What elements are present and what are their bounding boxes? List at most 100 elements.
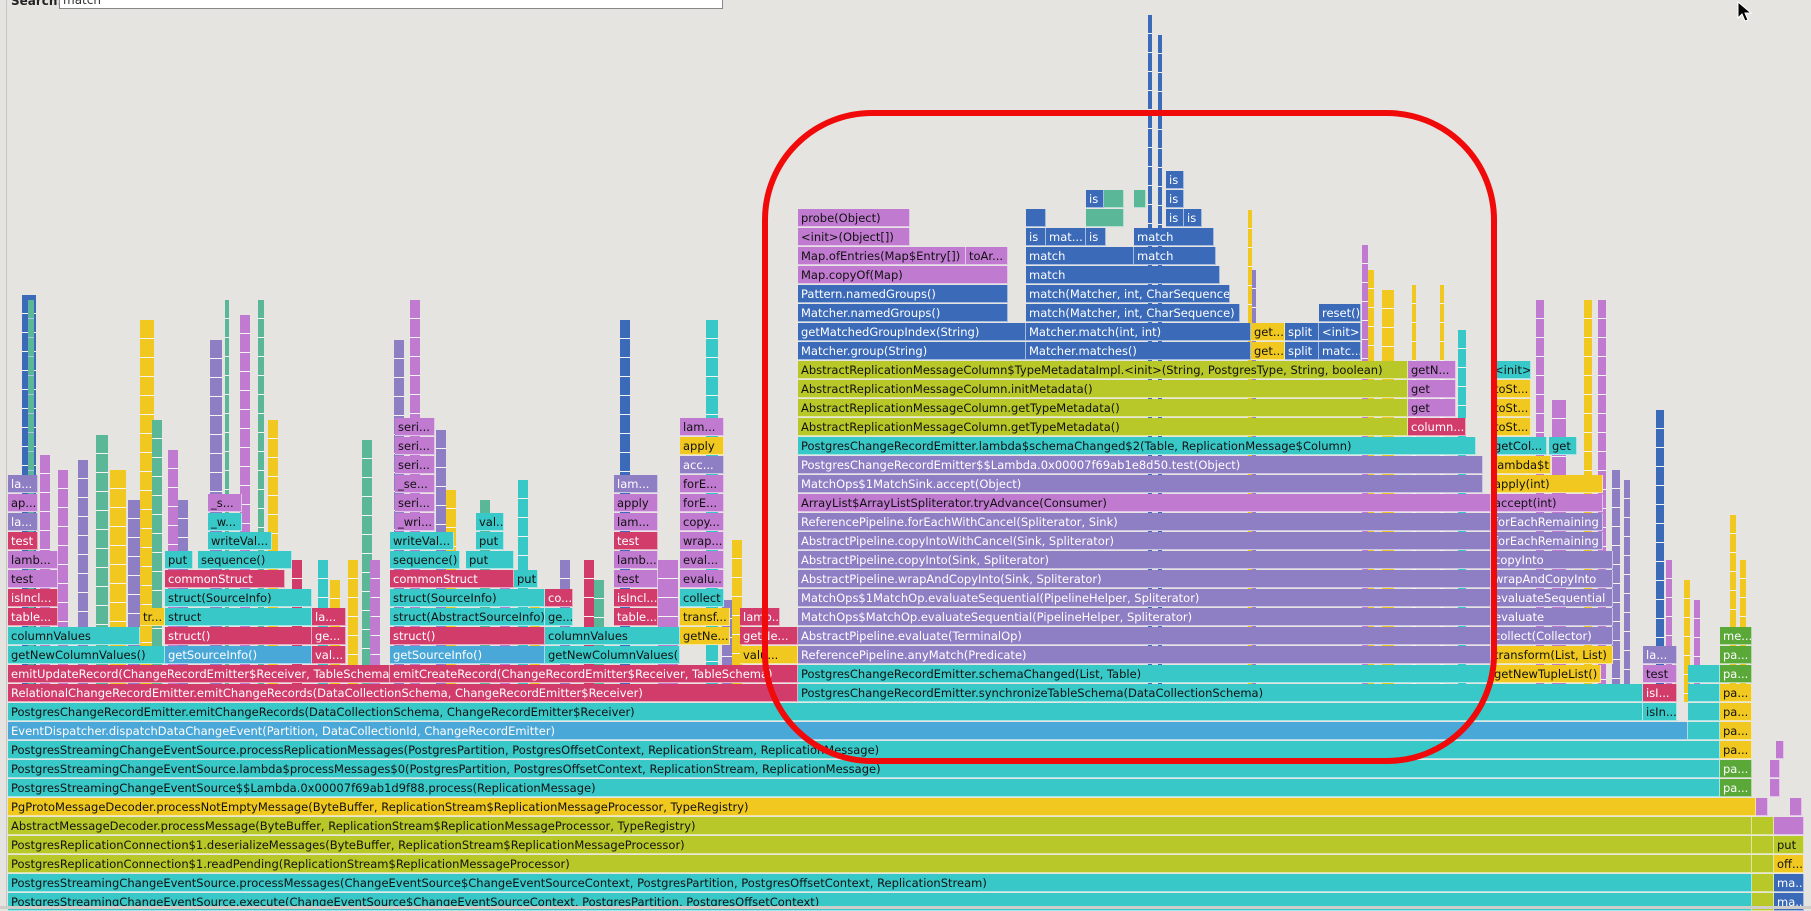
flame-frame[interactable]: me...	[1720, 627, 1752, 645]
flame-frame[interactable]: get	[1408, 380, 1456, 398]
flame-frame[interactable]: <init>	[1491, 361, 1531, 379]
flame-frame[interactable]: is	[1086, 190, 1104, 208]
flame-frame[interactable]	[1776, 741, 1784, 759]
flame-frame[interactable]: split	[1285, 342, 1319, 360]
flame-frame[interactable]: seri...	[395, 456, 435, 474]
flame-frame[interactable]: match	[1134, 247, 1216, 265]
flame-frame[interactable]: test	[8, 570, 58, 588]
flame-frame[interactable]: forE...	[680, 475, 724, 493]
flame-frame[interactable]	[1026, 209, 1046, 227]
flame-frame[interactable]: PostgresChangeRecordEmitter.synchronizeT…	[798, 684, 1643, 702]
flame-frame[interactable]	[1752, 874, 1774, 892]
flame-frame[interactable]: PgProtoMessageDecoder.processNotEmptyMes…	[8, 798, 1756, 816]
flame-frame[interactable]: test	[8, 532, 38, 550]
flame-frame[interactable]: Matcher.matches()	[1026, 342, 1251, 360]
flame-frame[interactable]: valu...	[740, 646, 798, 664]
flame-frame[interactable]: getNewColumnValues()	[8, 646, 165, 664]
flame-frame[interactable]: PostgresStreamingChangeEventSource.proce…	[8, 874, 1752, 892]
flame-frame[interactable]: ge...	[545, 608, 573, 626]
flame-frame[interactable]: ArrayList$ArrayListSpliterator.tryAdvanc…	[798, 494, 1491, 512]
flame-frame[interactable]: AbstractPipeline.copyIntoWithCancel(Sink…	[798, 532, 1491, 550]
flame-frame[interactable]: put	[165, 551, 193, 569]
flame-frame[interactable]: Map.copyOf(Map)	[798, 266, 1008, 284]
flame-frame[interactable]	[1104, 209, 1124, 227]
flame-frame[interactable]: isI...	[1643, 684, 1677, 702]
flame-frame[interactable]: AbstractMessageDecoder.processMessage(By…	[8, 817, 1752, 835]
flame-frame[interactable]: val...	[312, 646, 346, 664]
flame-frame[interactable]: Matcher.match(int, int)	[1026, 323, 1251, 341]
flame-frame[interactable]: match	[1134, 228, 1214, 246]
flame-frame[interactable]: table...	[614, 608, 658, 626]
flame-frame[interactable]: put	[514, 570, 538, 588]
flame-frame[interactable]: accept(int)	[1491, 494, 1603, 512]
flame-frame[interactable]: apply(int)	[1491, 475, 1603, 493]
flame-frame[interactable]: table...	[8, 608, 58, 626]
flame-frame[interactable]: lam...	[680, 418, 724, 436]
flame-frame[interactable]: forEachRemaining	[1491, 513, 1603, 531]
flame-frame[interactable]: match	[1026, 266, 1220, 284]
flame-frame[interactable]: column...	[1408, 418, 1466, 436]
flame-frame[interactable]: lamb...	[8, 551, 58, 569]
flame-frame[interactable]: toSt...	[1491, 380, 1531, 398]
flame-frame[interactable]: columnValues	[545, 627, 680, 645]
flame-frame[interactable]: acc...	[680, 456, 724, 474]
flame-frame[interactable]: lam...	[614, 513, 658, 531]
flame-frame[interactable]: AbstractReplicationMessageColumn.getType…	[798, 399, 1408, 417]
flame-frame[interactable]: _wri...	[395, 513, 435, 531]
flame-frame[interactable]: evalu...	[680, 570, 724, 588]
flame-frame[interactable]: is	[1166, 171, 1184, 189]
flame-frame[interactable]: la...	[8, 475, 38, 493]
flame-frame[interactable]: ap...	[8, 494, 38, 512]
flame-frame[interactable]: test	[614, 570, 658, 588]
flame-frame[interactable]: emitUpdateRecord(ChangeRecordEmitter$Rec…	[8, 665, 390, 683]
flame-frame[interactable]: PostgresStreamingChangeEventSource$$Lamb…	[8, 779, 1720, 797]
flame-frame[interactable]: transf...	[680, 608, 730, 626]
flame-frame[interactable]: isIncl...	[614, 589, 658, 607]
flame-frame[interactable]: pa...	[1720, 684, 1752, 702]
flame-frame[interactable]: probe(Object)	[798, 209, 910, 227]
flame-frame[interactable]: columnValues	[8, 627, 140, 645]
flame-frame[interactable]: struct()	[390, 627, 545, 645]
flame-frame[interactable]: _w...	[208, 513, 242, 531]
flame-frame[interactable]: copy...	[680, 513, 724, 531]
flame-frame[interactable]: ReferencePipeline.forEachWithCancel(Spli…	[798, 513, 1491, 531]
flame-frame[interactable]: seri...	[395, 494, 435, 512]
flame-frame[interactable]: PostgresChangeRecordEmitter$$Lambda.0x00…	[798, 456, 1483, 474]
flame-frame[interactable]: PostgresReplicationConnection$1.deserial…	[8, 836, 1752, 854]
flame-frame[interactable]: matc...	[1319, 342, 1361, 360]
flame-frame[interactable]: toSt...	[1491, 399, 1531, 417]
flame-frame[interactable]: copyInto	[1491, 551, 1613, 569]
flame-frame[interactable]: evaluate	[1491, 608, 1613, 626]
flame-frame[interactable]: pa...	[1720, 722, 1752, 740]
flame-frame[interactable]: is	[1026, 228, 1046, 246]
flame-frame[interactable]: test	[614, 532, 658, 550]
flame-frame[interactable]: AbstractReplicationMessageColumn$TypeMet…	[798, 361, 1408, 379]
flame-frame[interactable]: val...	[476, 513, 504, 531]
flame-frame[interactable]: reset()	[1319, 304, 1361, 322]
flame-frame[interactable]: RelationalChangeRecordEmitter.emitChange…	[8, 684, 798, 702]
flame-frame[interactable]: transform(List, List)	[1491, 646, 1613, 664]
flame-frame[interactable]: ReferencePipeline.anyMatch(Predicate)	[798, 646, 1491, 664]
flame-frame[interactable]: mat...	[1046, 228, 1086, 246]
flame-frame[interactable]: collect	[680, 589, 724, 607]
flame-frame[interactable]: PostgresChangeRecordEmitter.lambda$schem…	[798, 437, 1476, 455]
flame-frame[interactable]: put	[1774, 836, 1804, 854]
flame-frame[interactable]: AbstractPipeline.wrapAndCopyInto(Sink, S…	[798, 570, 1491, 588]
flame-frame[interactable]: Map.ofEntries(Map$Entry[])	[798, 247, 966, 265]
flame-frame[interactable]: AbstractPipeline.evaluate(TerminalOp)	[798, 627, 1491, 645]
flame-frame[interactable]	[1790, 798, 1802, 816]
flame-frame[interactable]: struct(SourceInfo)	[390, 589, 545, 607]
flame-frame[interactable]: la...	[312, 608, 346, 626]
flame-frame[interactable]: apply	[614, 494, 658, 512]
flame-frame[interactable]: collect(Collector)	[1491, 627, 1613, 645]
flame-frame[interactable]: get	[1408, 399, 1456, 417]
flame-frame[interactable]: AbstractReplicationMessageColumn.initMet…	[798, 380, 1408, 398]
flame-frame[interactable]: pa...	[1720, 741, 1752, 759]
flame-frame[interactable]: toSt...	[1491, 418, 1531, 436]
flame-frame[interactable]: forE...	[680, 494, 724, 512]
search-input[interactable]	[59, 0, 723, 9]
flame-frame[interactable]: lamb...	[614, 551, 658, 569]
flame-frame[interactable]: commonStruct	[165, 570, 285, 588]
flame-frame[interactable]: match(Matcher, int, CharSequence)	[1026, 285, 1230, 303]
flame-frame[interactable]: isIncl...	[8, 589, 58, 607]
